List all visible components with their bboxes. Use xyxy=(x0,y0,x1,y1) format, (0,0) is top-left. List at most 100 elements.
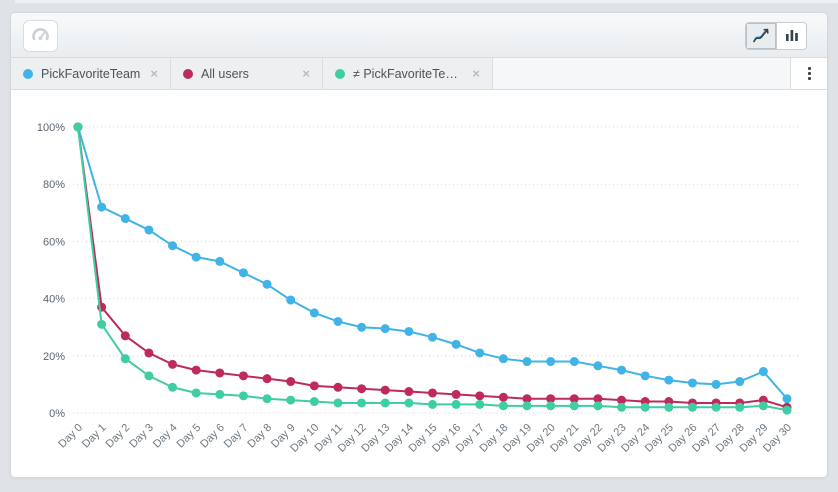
segment-chip-label: ≠ PickFavoriteTeam... xyxy=(353,67,464,81)
data-point[interactable] xyxy=(759,367,768,376)
data-point[interactable] xyxy=(428,333,437,342)
data-point[interactable] xyxy=(404,387,413,396)
data-point[interactable] xyxy=(333,398,342,407)
data-point[interactable] xyxy=(286,296,295,305)
data-point[interactable] xyxy=(782,394,791,403)
data-point[interactable] xyxy=(523,357,532,366)
data-point[interactable] xyxy=(475,400,484,409)
data-point[interactable] xyxy=(215,368,224,377)
data-point[interactable] xyxy=(381,324,390,333)
data-point[interactable] xyxy=(97,320,106,329)
data-point[interactable] xyxy=(310,381,319,390)
data-point[interactable] xyxy=(144,371,153,380)
series-color-dot xyxy=(23,69,33,79)
data-point[interactable] xyxy=(121,331,130,340)
data-point[interactable] xyxy=(617,366,626,375)
data-point[interactable] xyxy=(263,374,272,383)
data-point[interactable] xyxy=(452,400,461,409)
data-point[interactable] xyxy=(428,388,437,397)
segment-chip-all-users[interactable]: All users × xyxy=(171,58,323,89)
data-point[interactable] xyxy=(97,203,106,212)
data-point[interactable] xyxy=(310,397,319,406)
data-point[interactable] xyxy=(239,268,248,277)
data-point[interactable] xyxy=(475,391,484,400)
data-point[interactable] xyxy=(782,406,791,415)
data-point[interactable] xyxy=(546,401,555,410)
retention-chart-svg[interactable]: 100%80%60%40%20%0%Day 0Day 1Day 2Day 3Da… xyxy=(11,90,828,477)
data-point[interactable] xyxy=(452,340,461,349)
close-icon[interactable]: × xyxy=(150,67,158,80)
data-point[interactable] xyxy=(168,383,177,392)
data-point[interactable] xyxy=(168,241,177,250)
gauge-icon xyxy=(31,26,50,46)
data-point[interactable] xyxy=(712,403,721,412)
data-point[interactable] xyxy=(121,214,130,223)
data-point[interactable] xyxy=(192,253,201,262)
line-chart-toggle-button[interactable] xyxy=(746,23,776,49)
data-point[interactable] xyxy=(641,371,650,380)
data-point[interactable] xyxy=(286,377,295,386)
data-point[interactable] xyxy=(263,394,272,403)
close-icon[interactable]: × xyxy=(302,67,310,80)
data-point[interactable] xyxy=(452,390,461,399)
data-point[interactable] xyxy=(333,383,342,392)
data-point[interactable] xyxy=(664,403,673,412)
data-point[interactable] xyxy=(381,398,390,407)
data-point[interactable] xyxy=(144,348,153,357)
data-point[interactable] xyxy=(641,403,650,412)
dashboard-button[interactable] xyxy=(23,20,58,52)
data-point[interactable] xyxy=(735,377,744,386)
data-point[interactable] xyxy=(286,396,295,405)
data-point[interactable] xyxy=(310,308,319,317)
retention-chart: 100%80%60%40%20%0%Day 0Day 1Day 2Day 3Da… xyxy=(11,90,827,477)
data-point[interactable] xyxy=(712,380,721,389)
data-point[interactable] xyxy=(121,354,130,363)
data-point[interactable] xyxy=(688,403,697,412)
data-point[interactable] xyxy=(404,327,413,336)
data-point[interactable] xyxy=(593,361,602,370)
chips-row-spacer xyxy=(493,58,790,89)
segment-chip-label: All users xyxy=(201,67,294,81)
data-point[interactable] xyxy=(192,366,201,375)
data-point[interactable] xyxy=(499,393,508,402)
data-point[interactable] xyxy=(570,401,579,410)
data-point[interactable] xyxy=(239,371,248,380)
data-point[interactable] xyxy=(428,400,437,409)
data-point[interactable] xyxy=(499,354,508,363)
segment-chip-not-pickfavoriteteam[interactable]: ≠ PickFavoriteTeam... × xyxy=(323,58,493,89)
data-point[interactable] xyxy=(357,384,366,393)
close-icon[interactable]: × xyxy=(472,67,480,80)
data-point[interactable] xyxy=(570,357,579,366)
x-axis-tick-label: Day 1 xyxy=(80,422,109,451)
data-point[interactable] xyxy=(664,376,673,385)
data-point[interactable] xyxy=(475,348,484,357)
data-point[interactable] xyxy=(215,390,224,399)
data-point[interactable] xyxy=(215,257,224,266)
data-point[interactable] xyxy=(499,401,508,410)
data-point[interactable] xyxy=(617,403,626,412)
data-point[interactable] xyxy=(523,401,532,410)
data-point[interactable] xyxy=(263,280,272,289)
data-point[interactable] xyxy=(404,398,413,407)
data-point[interactable] xyxy=(593,401,602,410)
data-point[interactable] xyxy=(357,398,366,407)
data-point[interactable] xyxy=(357,323,366,332)
data-point[interactable] xyxy=(74,123,83,132)
chart-toolbar xyxy=(11,13,827,57)
data-point[interactable] xyxy=(688,378,697,387)
overflow-menu-button[interactable] xyxy=(790,58,827,89)
data-point[interactable] xyxy=(759,401,768,410)
data-point[interactable] xyxy=(735,403,744,412)
data-point[interactable] xyxy=(381,386,390,395)
data-point[interactable] xyxy=(168,360,177,369)
data-point[interactable] xyxy=(239,391,248,400)
data-point[interactable] xyxy=(144,225,153,234)
segment-chips-row: PickFavoriteTeam × All users × ≠ PickFav… xyxy=(11,57,827,90)
data-point[interactable] xyxy=(546,357,555,366)
bar-chart-toggle-button[interactable] xyxy=(776,23,806,49)
x-axis-tick-label: Day 3 xyxy=(127,422,156,451)
data-point[interactable] xyxy=(333,317,342,326)
segment-chip-pickfavoriteteam[interactable]: PickFavoriteTeam × xyxy=(11,58,171,89)
data-point[interactable] xyxy=(192,388,201,397)
y-axis-tick-label: 80% xyxy=(43,179,65,191)
